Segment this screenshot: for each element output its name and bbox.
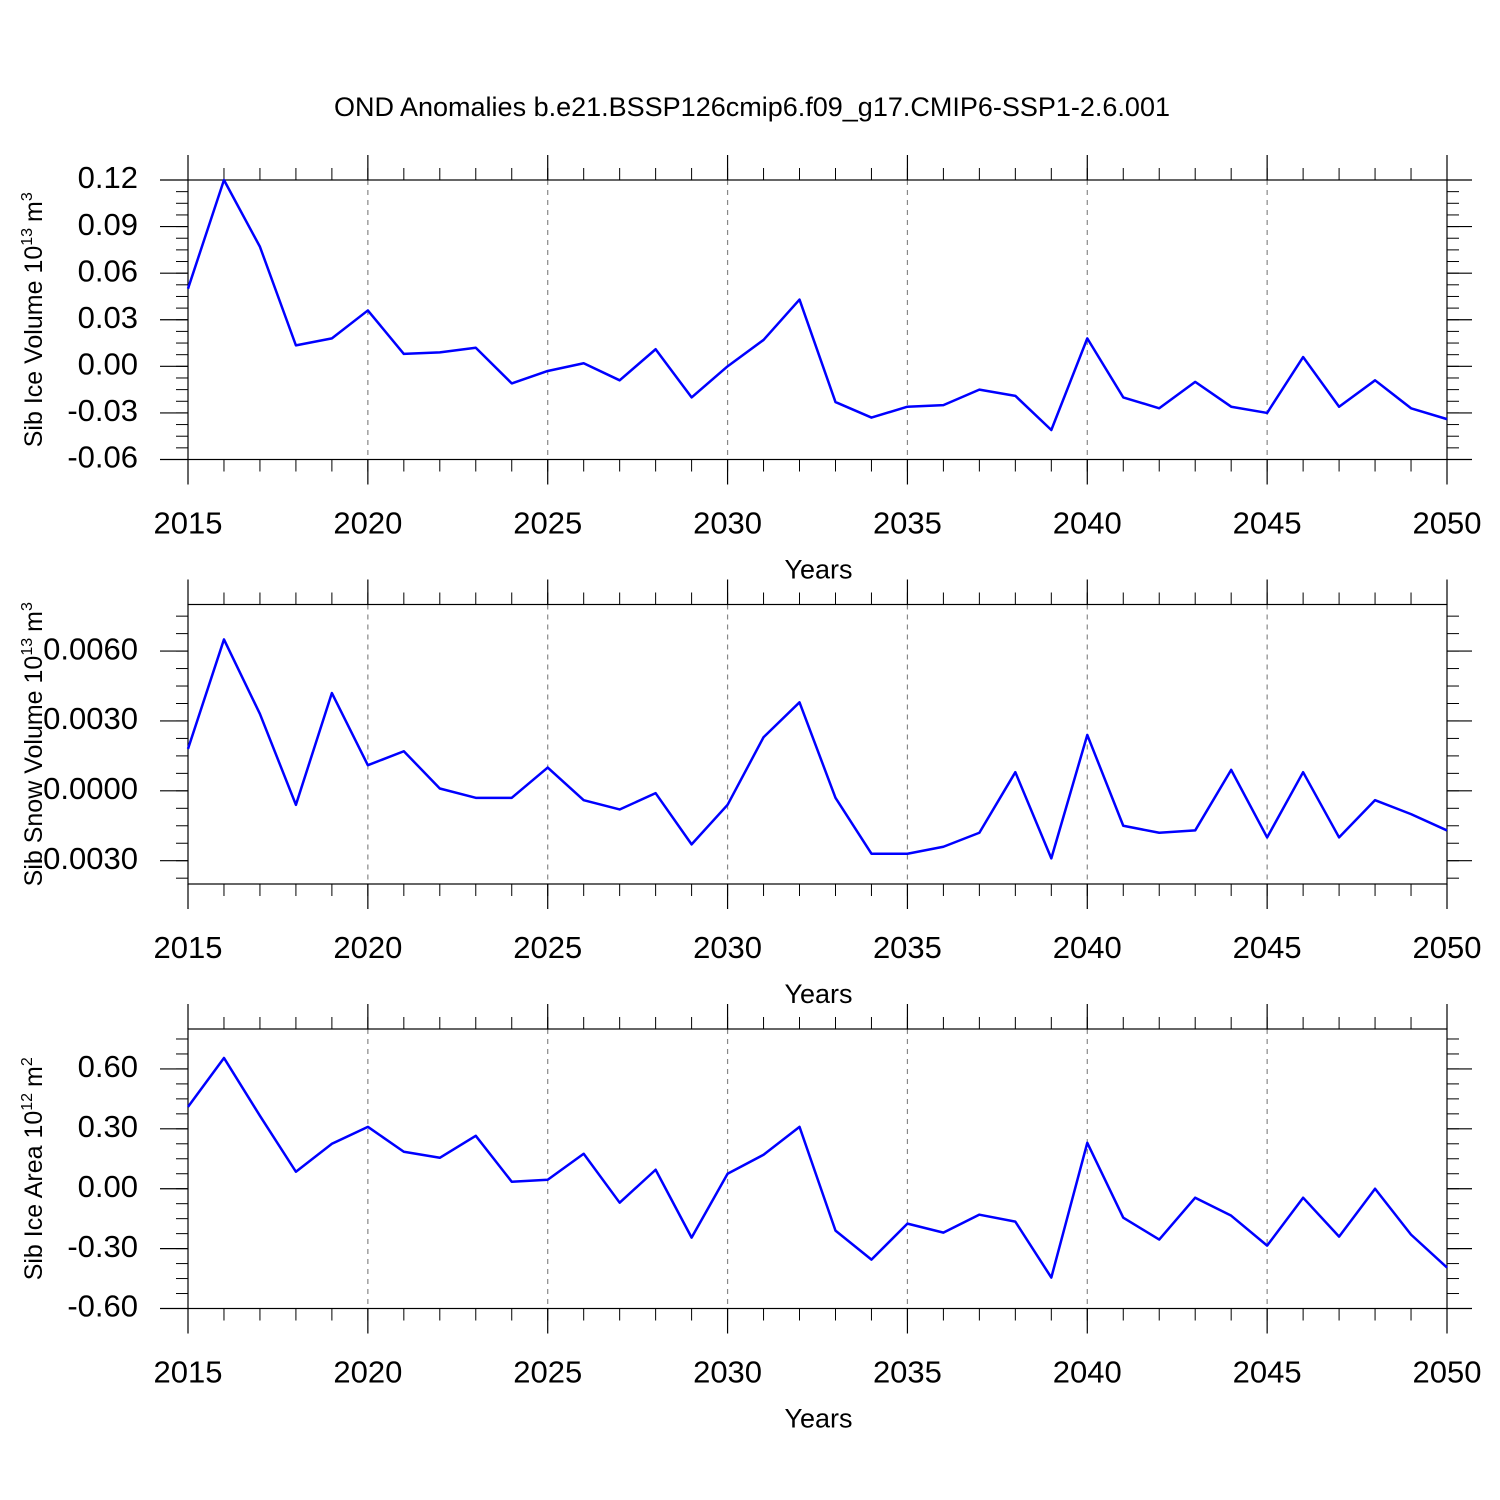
x-tick-label: 2040 [1053, 930, 1122, 965]
y-axis-label-unit: m [20, 201, 48, 222]
y-tick-label: 0.60 [78, 1049, 138, 1084]
y-axis-label: Sib Snow Volume 1013 m3 [19, 602, 48, 886]
chart-title: OND Anomalies b.e21.BSSP126cmip6.f09_g17… [334, 92, 1170, 122]
y-axis-label-exponent: 13 [19, 228, 36, 246]
data-line [186, 178, 1448, 432]
y-tick-label: 0.06 [78, 253, 138, 288]
y-tick-label: 0.0000 [43, 771, 138, 806]
x-tick-label: 2020 [333, 930, 402, 965]
x-tick-label: 2030 [693, 930, 762, 965]
y-tick-label: -0.30 [67, 1229, 138, 1264]
data-line [186, 1056, 1448, 1279]
y-axis-label-text: Sib Ice Volume 10 [20, 246, 48, 448]
x-axis-label: Years [784, 1404, 852, 1434]
y-axis-label: Sib Ice Area 1012 m2 [19, 1057, 48, 1280]
y-axis-label-unit: m [20, 1066, 48, 1087]
x-tick-label: 2050 [1413, 506, 1482, 541]
x-axis-label: Years [784, 979, 852, 1009]
y-tick-label: -0.60 [67, 1289, 138, 1324]
x-axis-label: Years [784, 555, 852, 585]
plot-frame [187, 603, 1448, 885]
x-tick-label: 2015 [154, 930, 223, 965]
x-tick-label: 2035 [873, 1355, 942, 1390]
x-tick-label: 2015 [154, 1355, 223, 1390]
y-axis-label-unit-exponent: 3 [19, 602, 36, 611]
x-tick-label: 2025 [513, 930, 582, 965]
y-tick-label: -0.06 [67, 440, 138, 475]
x-tick-label: 2035 [873, 930, 942, 965]
y-axis-label-text: Sib Ice Area 10 [20, 1111, 48, 1281]
x-tick-label: 2045 [1233, 506, 1302, 541]
y-tick-label: 0.00 [78, 1169, 138, 1204]
y-axis-label-exponent: 13 [19, 638, 36, 656]
plot-frame [187, 1028, 1448, 1310]
y-axis-label-text: Sib Snow Volume 10 [20, 656, 48, 887]
y-axis-label-unit: m [20, 611, 48, 632]
x-tick-label: 2050 [1413, 1355, 1482, 1390]
y-tick-label: 0.03 [78, 300, 138, 335]
x-tick-label: 2050 [1413, 930, 1482, 965]
x-tick-label: 2040 [1053, 1355, 1122, 1390]
y-axis-label-unit-exponent: 2 [19, 1057, 36, 1066]
x-tick-label: 2035 [873, 506, 942, 541]
panel: 2015 2020 2025 2030 2035 2040 2045 2050 -0.0030 0… [19, 579, 1482, 1009]
x-tick-label: 2045 [1233, 930, 1302, 965]
x-tick-label: 2045 [1233, 1355, 1302, 1390]
plot-frame [187, 179, 1448, 461]
x-tick-label: 2030 [693, 1355, 762, 1390]
y-tick-label: 0.30 [78, 1109, 138, 1144]
x-tick-label: 2015 [154, 506, 223, 541]
y-axis-label: Sib Ice Volume 1013 m3 [19, 192, 48, 447]
x-tick-label: 2020 [333, 506, 402, 541]
data-line [186, 638, 1448, 860]
y-tick-label: -0.0030 [33, 841, 138, 876]
x-tick-label: 2025 [513, 1355, 582, 1390]
x-tick-label: 2025 [513, 506, 582, 541]
y-tick-label: 0.09 [78, 207, 138, 242]
x-tick-label: 2030 [693, 506, 762, 541]
panel: 2015 2020 2025 2030 2035 2040 2045 2050 -0.60 -0.… [19, 1004, 1481, 1434]
y-tick-label: 0.0060 [43, 631, 138, 666]
y-tick-label: -0.03 [67, 393, 138, 428]
y-tick-label: 0.0030 [43, 701, 138, 736]
y-axis-label-unit-exponent: 3 [19, 192, 36, 201]
x-tick-label: 2040 [1053, 506, 1122, 541]
x-tick-label: 2020 [333, 1355, 402, 1390]
y-axis-label-exponent: 12 [19, 1093, 36, 1111]
y-tick-label: 0.12 [78, 160, 138, 195]
panel: 2015 2020 2025 2030 2035 2040 2045 2050 -0.06 -0.… [19, 155, 1481, 585]
y-tick-label: 0.00 [78, 347, 138, 382]
